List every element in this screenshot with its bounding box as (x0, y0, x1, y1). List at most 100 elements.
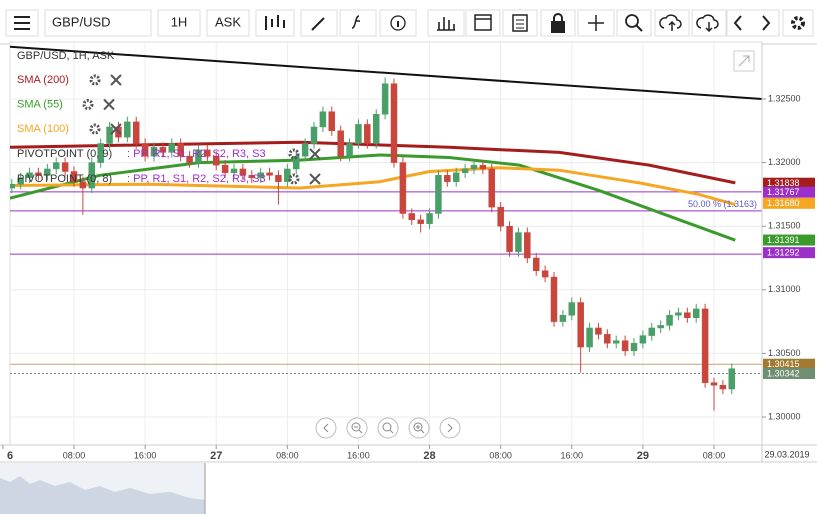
candle-body (337, 130, 344, 157)
scroll-left[interactable] (315, 417, 337, 439)
menu-icon (14, 16, 30, 30)
price-label-box (763, 247, 815, 259)
candle-body (399, 162, 407, 214)
indicator-button[interactable] (339, 9, 377, 37)
candle-body (675, 312, 682, 316)
candle-body (648, 327, 656, 336)
candle-body (26, 172, 33, 179)
x-tick-label: 29 (637, 450, 649, 462)
volume-button[interactable] (427, 9, 465, 37)
settings-icon[interactable] (288, 173, 300, 185)
navigator-area (0, 476, 205, 514)
settings-icon[interactable] (82, 99, 94, 110)
interval-button[interactable] (157, 9, 201, 37)
x-tick-label: 6 (7, 450, 13, 462)
candle-body (132, 121, 140, 144)
candle-body (657, 325, 664, 329)
candle-body (106, 126, 113, 144)
price-label-box (763, 358, 815, 370)
price-label-box (763, 197, 815, 209)
candle-body (17, 177, 24, 185)
remove-icon[interactable] (309, 148, 321, 160)
price-label: 1.30342 (767, 368, 800, 378)
candle-body (10, 183, 16, 189)
candle-body (381, 83, 389, 115)
legend-entry: SMA (100) (17, 123, 69, 135)
candle-body (470, 164, 478, 170)
candle-body (550, 276, 558, 322)
candle-body (577, 302, 584, 348)
candle-body (177, 143, 184, 157)
candle-body (52, 162, 60, 170)
x-tick-label: 16:00 (347, 450, 370, 460)
x-tick-label: 08:00 (703, 450, 726, 460)
price-label: 1.31680 (767, 198, 800, 208)
remove-icon[interactable] (110, 74, 122, 86)
candle-body (159, 147, 167, 153)
settings-button[interactable] (782, 9, 814, 37)
legend-entry: SMA (200) (17, 74, 69, 86)
calendar-button[interactable] (465, 9, 501, 37)
candle-body (692, 308, 700, 319)
candle-body (97, 143, 104, 163)
candle-body (710, 382, 718, 386)
settings-icon[interactable] (89, 123, 101, 135)
candle-body (310, 126, 318, 144)
symbol-box[interactable] (44, 9, 152, 37)
price-label-box (763, 234, 815, 246)
pivot-legend-items: : PP, R1, S1, R2, S2, R3, S3 (127, 148, 266, 160)
pivot-legend-name: PIVOTPOINT (0, 8) (17, 173, 112, 185)
candle-body (292, 155, 300, 170)
plot-layer (10, 42, 762, 445)
scroll-right[interactable] (439, 417, 461, 439)
sma-line (10, 153, 736, 242)
candle-body (275, 175, 282, 182)
candle-body (61, 162, 69, 172)
pivot-legend-name: PIVOTPOINT (0, 9) (17, 148, 112, 160)
legend: GBP/USD, 1H, ASK SMA (200) SMA (55) SMA (10… (17, 50, 321, 185)
remove-icon[interactable] (103, 98, 115, 111)
price-label: 1.31767 (767, 187, 800, 197)
candle-body (248, 175, 256, 179)
y-tick-label: 1.30000 (768, 411, 801, 421)
candle-body (728, 368, 736, 390)
settings-icon[interactable] (288, 148, 300, 160)
trend-line (10, 45, 762, 100)
candle-body (559, 314, 567, 322)
candle-body (364, 124, 371, 144)
price-label: 1.30415 (767, 359, 800, 369)
toolbar-icons (265, 13, 805, 33)
candle-body (479, 164, 487, 170)
x-tick-label: 08:00 (276, 450, 299, 460)
x-tick-label: 16:00 (561, 450, 584, 460)
candle-body (221, 164, 229, 174)
pivot-legend-items: : PP, R1, S1, R2, S2, R3, S3 (127, 173, 266, 185)
zoom-button[interactable] (616, 9, 652, 37)
legend-title: GBP/USD, 1H, ASK (17, 50, 115, 62)
y-tick-label: 1.30500 (768, 348, 801, 358)
price-type-button[interactable] (206, 9, 250, 37)
x-tick-label: 16:00 (134, 450, 157, 460)
candle-body (586, 327, 593, 348)
remove-icon[interactable] (309, 173, 321, 185)
y-tick-label: 1.32500 (768, 93, 801, 103)
legend-entry: SMA (55) (17, 98, 63, 110)
y-tick-label: 1.31500 (768, 221, 801, 231)
report-button[interactable] (502, 9, 538, 37)
y-tick-label: 1.31000 (768, 284, 801, 294)
x-tick-label: 27 (210, 450, 222, 462)
candle-body (168, 143, 176, 153)
remove-icon[interactable] (110, 123, 122, 135)
candle-body (452, 172, 460, 182)
price-label: 1.31391 (767, 235, 800, 245)
candle-body (195, 149, 202, 163)
interval: 1H (171, 14, 188, 29)
candle-body (186, 155, 193, 163)
settings-icon[interactable] (89, 74, 101, 86)
candle-body (266, 172, 273, 176)
price-type: ASK (215, 14, 241, 29)
candle-body (604, 334, 611, 344)
candle-body (70, 171, 78, 182)
chart-type-button[interactable] (255, 9, 295, 37)
